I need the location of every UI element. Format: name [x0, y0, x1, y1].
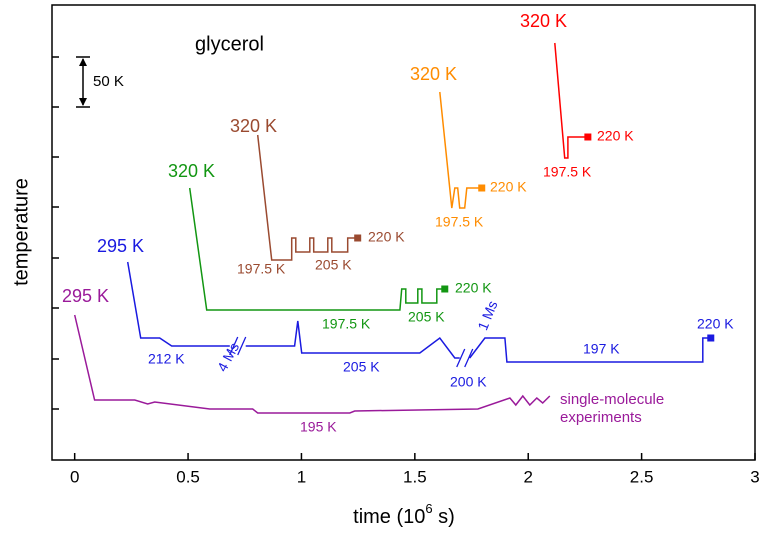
x-label-text: time (10: [353, 506, 425, 528]
annotation: 212 K: [148, 351, 185, 367]
temperature-trace: [126, 261, 711, 363]
annotation: 197.5 K: [322, 316, 371, 332]
annotation: 220 K: [597, 128, 634, 144]
x-label-text: s): [433, 506, 455, 528]
end-marker: [354, 234, 362, 242]
x-tick-label: 3: [750, 467, 759, 486]
x-tick-label: 0.5: [176, 467, 200, 486]
annotation: 295 K: [97, 236, 144, 256]
axis-break: [464, 348, 474, 368]
end-marker: [707, 334, 715, 342]
annotation: 200 K: [450, 374, 487, 390]
temperature-trace: [256, 134, 358, 261]
annotation: 195 K: [300, 419, 337, 435]
x-tick-label: 1: [297, 467, 306, 486]
annotation: 220 K: [697, 316, 734, 332]
annotation: 1 Ms: [474, 298, 500, 332]
x-label-exponent: 6: [425, 501, 432, 516]
x-tick-label: 2.5: [630, 467, 654, 486]
annotation: single-molecule: [560, 391, 664, 408]
plot-frame: [51, 4, 756, 461]
annotation: 205 K: [315, 257, 352, 273]
temperature-trace: [188, 187, 445, 311]
annotation: 197 K: [583, 341, 620, 357]
annotation: 197.5 K: [237, 261, 286, 277]
annotation: 205 K: [343, 359, 380, 375]
temperature-trace: [73, 314, 551, 414]
annotation: 197.5 K: [435, 214, 484, 230]
annotation: 320 K: [168, 161, 215, 181]
axis-break: [456, 348, 466, 368]
y-axis-label: temperature: [10, 178, 32, 286]
end-marker: [478, 184, 486, 192]
annotation: 295 K: [62, 286, 109, 306]
annotation: 220 K: [368, 229, 405, 245]
annotation: 220 K: [455, 280, 492, 296]
temperature-trace: [439, 91, 482, 209]
annotation: 205 K: [408, 309, 445, 325]
scale-bar-label: 50 K: [93, 73, 124, 90]
axis-break: [229, 336, 239, 356]
annotation: 220 K: [490, 179, 527, 195]
annotation: experiments: [560, 409, 642, 426]
axis-break: [237, 336, 247, 356]
chart-title: glycerol: [195, 33, 264, 55]
x-tick-label: 0: [70, 467, 79, 486]
annotation: 320 K: [410, 64, 457, 84]
annotation: 320 K: [230, 116, 277, 136]
x-tick-label: 1.5: [403, 467, 427, 486]
x-tick-label: 2: [523, 467, 532, 486]
temperature-trace: [554, 42, 588, 159]
end-marker: [441, 285, 449, 293]
end-marker: [584, 133, 592, 141]
annotation: 320 K: [520, 11, 567, 31]
x-axis-label: time (106 s): [353, 501, 455, 528]
annotation: 197.5 K: [543, 164, 592, 180]
annotation: 4 Ms: [214, 340, 242, 374]
